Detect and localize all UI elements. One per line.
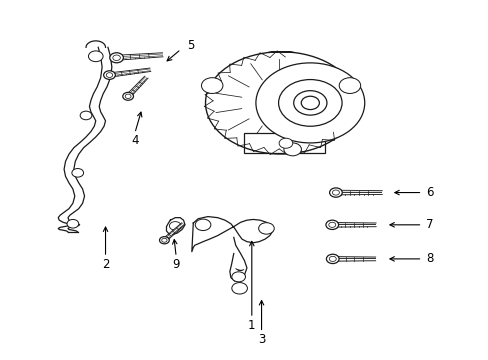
Circle shape	[122, 93, 133, 100]
Circle shape	[231, 272, 245, 282]
Circle shape	[109, 53, 123, 63]
Circle shape	[279, 138, 292, 148]
Text: 3: 3	[257, 333, 264, 346]
Text: 8: 8	[425, 252, 432, 265]
Circle shape	[195, 219, 210, 230]
Circle shape	[231, 283, 247, 294]
Circle shape	[293, 91, 326, 115]
Circle shape	[103, 71, 115, 79]
Circle shape	[201, 78, 223, 94]
Circle shape	[278, 80, 342, 126]
Text: 9: 9	[172, 258, 180, 271]
Circle shape	[106, 73, 113, 77]
Circle shape	[339, 78, 360, 94]
Circle shape	[325, 220, 338, 229]
Text: 6: 6	[425, 186, 433, 199]
Text: 1: 1	[247, 319, 255, 332]
Circle shape	[113, 55, 120, 60]
Text: 7: 7	[425, 218, 433, 231]
Circle shape	[258, 223, 274, 234]
Bar	[244, 134, 325, 153]
Circle shape	[329, 188, 342, 197]
Circle shape	[162, 238, 167, 242]
Circle shape	[255, 63, 364, 143]
Circle shape	[72, 168, 83, 177]
Circle shape	[326, 254, 338, 264]
Circle shape	[88, 51, 103, 62]
Circle shape	[159, 237, 169, 244]
Text: 5: 5	[187, 39, 194, 52]
Circle shape	[328, 256, 336, 261]
Circle shape	[125, 94, 131, 99]
Circle shape	[80, 111, 92, 120]
Text: 4: 4	[131, 134, 138, 147]
Circle shape	[67, 220, 79, 228]
Circle shape	[332, 190, 339, 195]
Circle shape	[169, 222, 181, 230]
Circle shape	[284, 143, 301, 156]
Circle shape	[328, 222, 335, 228]
Circle shape	[301, 96, 319, 109]
Text: 2: 2	[102, 258, 109, 271]
